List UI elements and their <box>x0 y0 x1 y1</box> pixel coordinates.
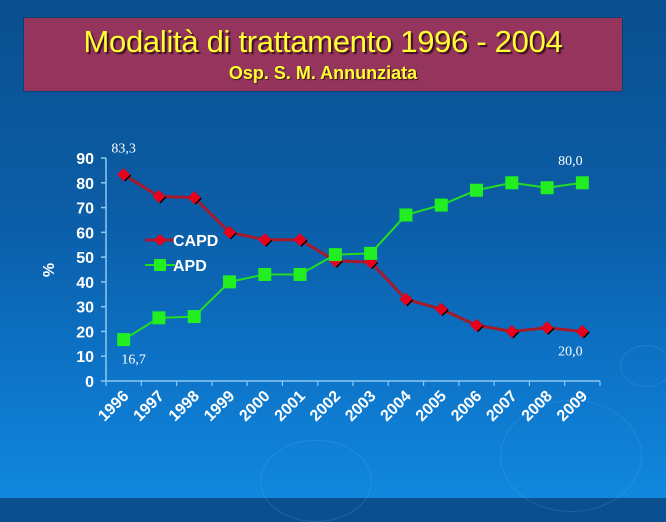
chart-series <box>117 168 590 347</box>
x-tick-label: 2008 <box>519 388 556 425</box>
capd-diamond-marker <box>505 324 519 338</box>
x-tick-label: 1999 <box>201 388 238 425</box>
y-tick-label: 80 <box>76 176 94 193</box>
legend-square-icon <box>154 259 166 271</box>
y-tick-label: 30 <box>76 300 94 317</box>
apd-square-marker <box>540 181 554 195</box>
x-tick-label: 1996 <box>95 388 132 425</box>
chart-axes: 0 10 20 30 40 50 60 70 80 90% 19961997199819992000… <box>41 151 601 425</box>
line-chart: 0 10 20 30 40 50 60 70 80 90% 19961997199819992000… <box>41 142 601 425</box>
y-tick-label: 20 <box>76 324 94 341</box>
data-label: 80,0 <box>558 154 583 169</box>
capd-diamond-marker <box>187 191 201 205</box>
apd-square-marker <box>575 176 589 190</box>
apd-square-marker <box>364 246 378 260</box>
apd-square-marker <box>223 275 236 289</box>
apd-square-marker <box>152 311 166 325</box>
x-tick-label: 2004 <box>378 388 415 425</box>
decorative-ripple <box>620 345 666 387</box>
y-tick-label: 90 <box>76 151 94 168</box>
capd-diamond-marker <box>399 292 413 306</box>
apd-square-marker <box>470 183 483 197</box>
apd-square-marker <box>293 267 307 281</box>
series-line-capd <box>122 173 583 333</box>
y-axis-label: % <box>41 263 58 277</box>
title-banner: Modalità di trattamento 1996 - 2004 Osp.… <box>24 18 622 91</box>
capd-diamond-marker <box>540 321 554 335</box>
legend-label-capd: CAPD <box>173 233 218 250</box>
apd-square-marker <box>505 176 519 190</box>
data-label: 83,3 <box>111 142 136 157</box>
capd-diamond-marker <box>434 302 448 316</box>
y-tick-label: 50 <box>76 250 94 267</box>
y-tick-label: 0 <box>85 374 94 391</box>
x-tick-label: 2001 <box>272 388 309 425</box>
data-label: 16,7 <box>121 353 146 368</box>
apd-square-marker <box>434 198 448 212</box>
x-tick-label: 1997 <box>131 388 168 425</box>
legend-diamond-icon <box>154 234 166 246</box>
y-tick-label: 40 <box>76 275 94 292</box>
x-tick-label: 2003 <box>342 388 379 425</box>
apd-square-marker <box>399 208 413 222</box>
chart-legend: CAPD APD <box>145 233 218 275</box>
chart-annotations: 83,3 16,7 80,0 20,0 <box>111 142 582 368</box>
capd-diamond-marker <box>117 168 131 182</box>
capd-diamond-marker <box>293 233 307 247</box>
y-tick-label: 60 <box>76 225 94 242</box>
apd-square-marker <box>258 267 272 281</box>
x-tick-label: 1998 <box>166 388 203 425</box>
capd-diamond-marker <box>575 324 589 338</box>
data-label: 20,0 <box>558 344 583 359</box>
x-tick-label: 2005 <box>413 388 450 425</box>
x-tick-label: 2002 <box>307 388 344 425</box>
slide-subtitle: Osp. S. M. Annunziata <box>228 63 418 83</box>
capd-diamond-marker <box>152 189 166 203</box>
y-tick-label: 70 <box>76 201 94 218</box>
y-tick-label: 10 <box>76 349 94 366</box>
x-tick-label: 2007 <box>483 388 520 425</box>
apd-square-marker <box>328 248 342 262</box>
capd-diamond-marker <box>223 225 236 239</box>
x-tick-label: 2006 <box>448 388 485 425</box>
capd-diamond-marker <box>258 233 272 247</box>
apd-square-marker <box>187 310 201 324</box>
apd-square-marker <box>117 333 131 347</box>
x-tick-label: 2000 <box>236 388 273 425</box>
x-tick-label: 2009 <box>554 388 591 425</box>
slide-title: Modalità di trattamento 1996 - 2004 <box>83 24 563 59</box>
capd-diamond-marker <box>470 318 483 332</box>
legend-label-apd: APD <box>173 258 207 275</box>
